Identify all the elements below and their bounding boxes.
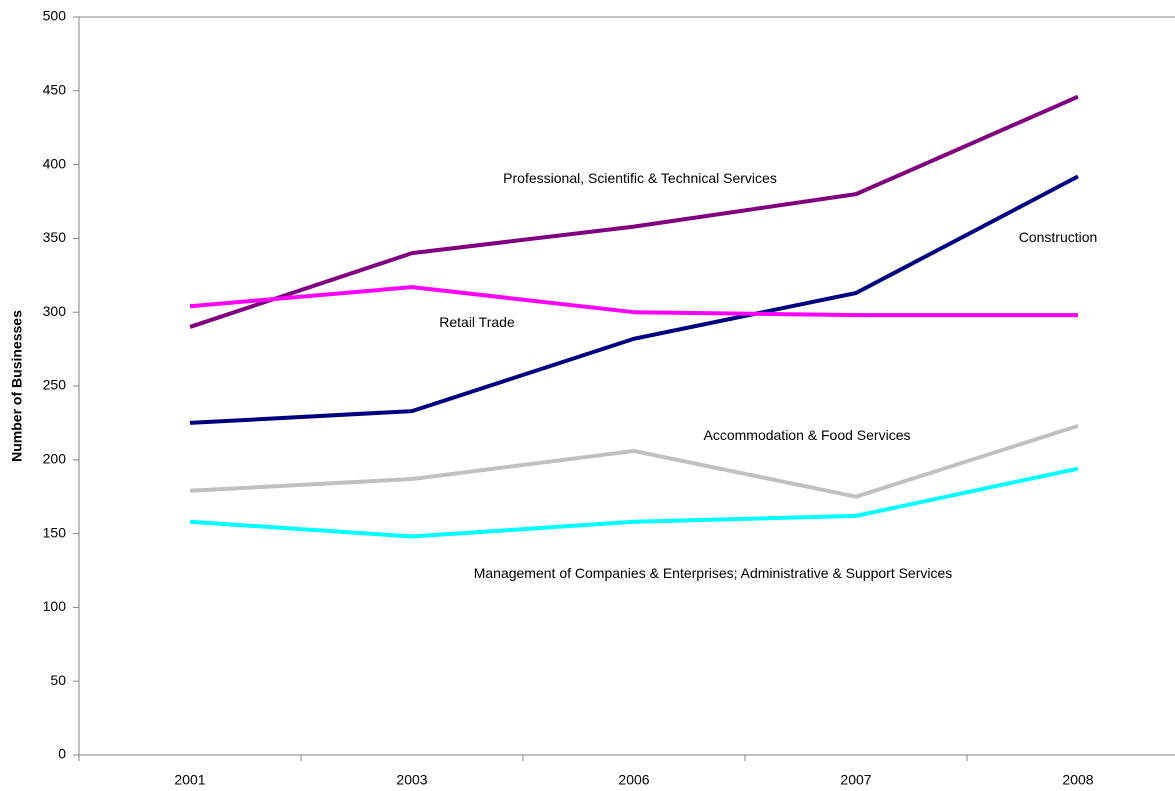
y-axis-label: Number of Businesses xyxy=(9,310,25,462)
series-label: Professional, Scientific & Technical Ser… xyxy=(503,170,777,186)
y-tick-label: 150 xyxy=(43,524,67,540)
x-tick-label: 2006 xyxy=(618,772,649,788)
x-tick-label: 2001 xyxy=(174,772,205,788)
series-label: Retail Trade xyxy=(439,314,515,330)
y-tick-label: 300 xyxy=(43,303,67,319)
y-tick-label: 50 xyxy=(50,672,66,688)
series-label: Construction xyxy=(1018,229,1098,245)
y-tick-label: 500 xyxy=(43,8,67,24)
x-tick-label: 2003 xyxy=(396,772,427,788)
y-tick-label: 400 xyxy=(43,155,67,171)
series-line xyxy=(189,174,1079,425)
series-line xyxy=(189,423,1079,499)
y-tick-label: 450 xyxy=(43,82,67,98)
y-tick-label: 250 xyxy=(43,377,67,393)
series-line xyxy=(189,94,1079,329)
series-line xyxy=(189,466,1079,539)
series-label: Accommodation & Food Services xyxy=(703,427,911,443)
series-line xyxy=(189,285,1078,318)
series-label: Management of Companies & Enterprises; A… xyxy=(473,565,953,581)
x-tick-label: 2007 xyxy=(840,772,871,788)
y-tick-label: 350 xyxy=(43,229,67,245)
y-tick-label: 0 xyxy=(58,746,66,762)
y-tick-label: 100 xyxy=(43,598,67,614)
x-tick-label: 2008 xyxy=(1062,772,1093,788)
y-tick-label: 200 xyxy=(43,451,67,467)
